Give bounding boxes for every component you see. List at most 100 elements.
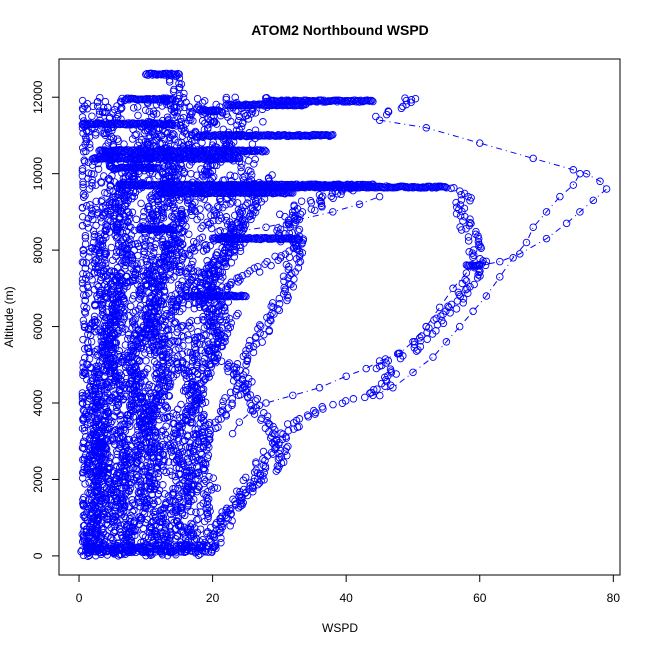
data-point: [456, 292, 465, 301]
data-point: [372, 112, 380, 121]
data-point: [284, 265, 293, 274]
data-point: [241, 221, 250, 229]
data-point: [223, 504, 231, 513]
data-point: [218, 244, 226, 252]
data-point: [191, 425, 199, 434]
data-point: [205, 340, 213, 348]
data-point: [214, 415, 223, 424]
data-point: [226, 218, 234, 226]
data-point: [187, 415, 196, 423]
data-point: [275, 453, 284, 462]
data-point: [224, 251, 233, 260]
data-point: [233, 373, 242, 382]
data-point: [219, 338, 227, 347]
data-point: [238, 271, 247, 280]
data-point: [261, 260, 269, 268]
data-point: [141, 349, 149, 357]
data-point: [122, 514, 130, 523]
data-point: [225, 362, 233, 371]
data-point: [227, 225, 236, 234]
data-point: [223, 329, 232, 338]
data-point: [281, 285, 290, 294]
data-point: [219, 406, 227, 414]
data-point: [316, 196, 324, 205]
data-point: [243, 199, 252, 207]
data-point: [349, 395, 358, 403]
data-point: [250, 474, 259, 483]
data-point: [306, 196, 315, 205]
data-point: [105, 216, 113, 224]
data-point: [233, 360, 242, 368]
data-point: [98, 347, 107, 355]
data-point: [234, 309, 242, 318]
data-point: [253, 203, 262, 212]
data-point: [466, 218, 474, 227]
data-point: [176, 496, 184, 505]
data-point: [173, 248, 181, 257]
data-point: [203, 529, 211, 538]
data-point: [253, 395, 262, 403]
data-point: [214, 423, 222, 431]
chart-title: ATOM2 Northbound WSPD: [251, 22, 429, 38]
data-point: [311, 408, 320, 417]
data-point: [453, 297, 462, 305]
data-point: [187, 519, 195, 528]
data-point: [285, 247, 293, 255]
data-point: [464, 237, 473, 245]
data-point: [172, 370, 181, 378]
data-point: [177, 460, 186, 469]
data-point: [217, 342, 226, 350]
data-point: [232, 311, 241, 320]
data-point: [361, 393, 369, 402]
data-point: [203, 504, 211, 513]
data-point: [200, 464, 208, 473]
data-point: [251, 155, 259, 164]
data-point: [437, 312, 445, 320]
data-point: [268, 171, 276, 179]
data-point: [225, 359, 233, 367]
data-point: [193, 516, 201, 524]
data-point: [456, 201, 465, 209]
data-point: [176, 104, 184, 112]
data-point: [183, 484, 191, 493]
data-point: [200, 479, 208, 488]
data-point: [317, 201, 326, 210]
data-point: [341, 397, 350, 405]
data-point: [407, 98, 415, 107]
data-point: [283, 420, 292, 428]
data-point: [378, 361, 386, 370]
data-point: [458, 279, 467, 288]
data-point: [104, 418, 113, 427]
data-point: [473, 274, 482, 282]
data-point: [122, 258, 131, 266]
data-point: [472, 230, 480, 239]
data-point: [91, 256, 100, 265]
data-point: [78, 212, 87, 221]
data-point: [217, 534, 225, 542]
data-point: [454, 288, 463, 297]
data-point: [200, 410, 208, 419]
data-point: [120, 494, 128, 502]
data-point: [203, 202, 212, 210]
data-point: [223, 321, 232, 330]
data-point: [250, 264, 258, 272]
data-point: [216, 527, 225, 535]
data-point: [282, 444, 291, 452]
data-point: [329, 400, 337, 409]
data-point: [137, 136, 146, 144]
data-point: [120, 140, 128, 148]
data-point: [295, 422, 303, 431]
data-point: [251, 201, 259, 210]
data-point: [329, 194, 337, 202]
data-point: [258, 338, 266, 346]
data-point: [252, 458, 260, 466]
data-point: [212, 358, 220, 367]
data-point: [175, 84, 183, 92]
data-point: [247, 215, 255, 224]
data-point: [228, 395, 236, 403]
data-point: [469, 246, 478, 254]
data-point: [472, 227, 480, 236]
data-point: [474, 232, 482, 240]
data-point: [260, 330, 268, 339]
data-point: [97, 333, 105, 341]
